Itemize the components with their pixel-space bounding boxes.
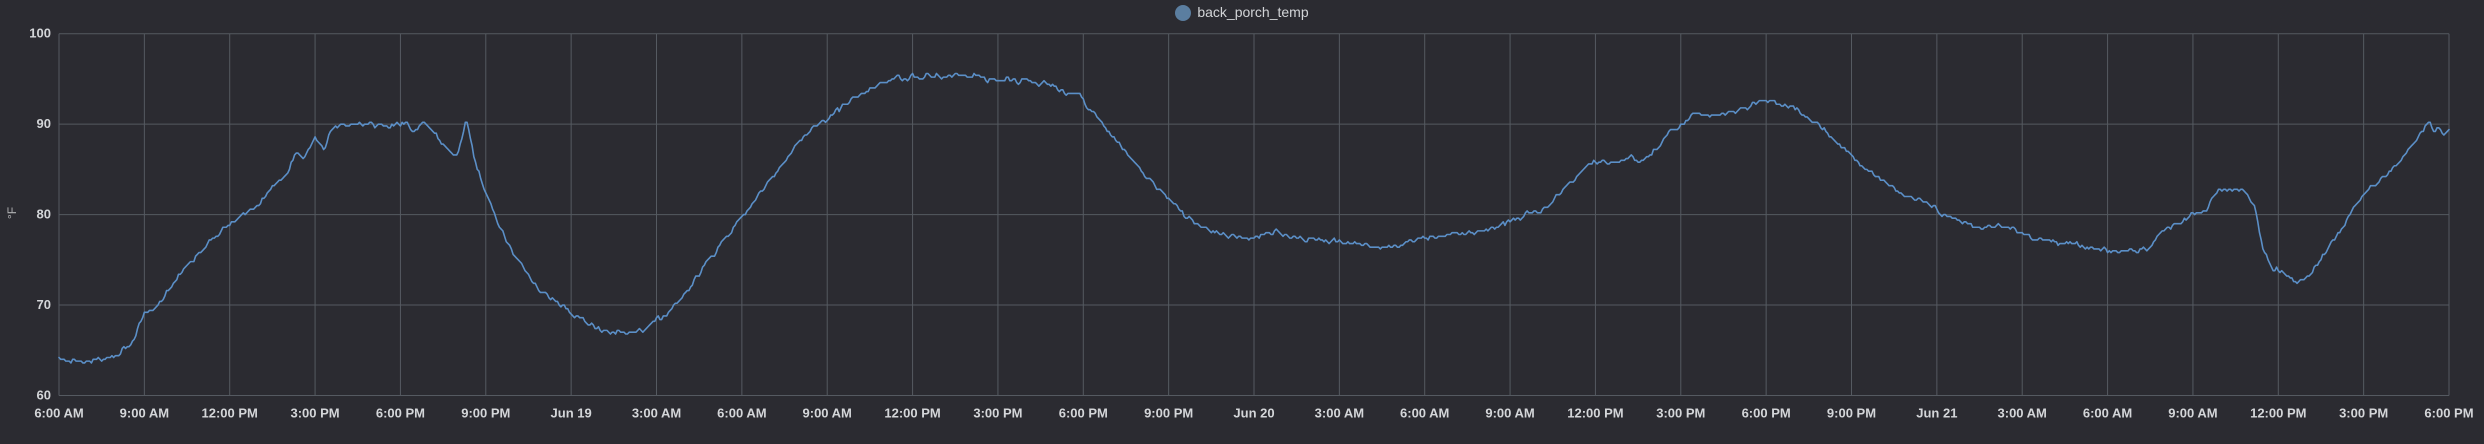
svg-text:90: 90 — [37, 116, 51, 131]
svg-text:9:00 AM: 9:00 AM — [2168, 406, 2217, 421]
svg-text:6:00 AM: 6:00 AM — [34, 406, 83, 421]
svg-text:6:00 PM: 6:00 PM — [1742, 406, 1791, 421]
svg-text:3:00 PM: 3:00 PM — [2339, 406, 2388, 421]
svg-text:Jun 20: Jun 20 — [1233, 406, 1274, 421]
svg-text:Jun 21: Jun 21 — [1916, 406, 1957, 421]
svg-text:12:00 PM: 12:00 PM — [884, 406, 940, 421]
svg-text:9:00 PM: 9:00 PM — [1144, 406, 1193, 421]
svg-text:Jun 19: Jun 19 — [551, 406, 592, 421]
svg-text:6:00 AM: 6:00 AM — [2083, 406, 2132, 421]
svg-text:9:00 PM: 9:00 PM — [1827, 406, 1876, 421]
svg-text:12:00 PM: 12:00 PM — [202, 406, 258, 421]
svg-text:80: 80 — [37, 207, 51, 222]
svg-text:3:00 AM: 3:00 AM — [1998, 406, 2047, 421]
svg-text:6:00 PM: 6:00 PM — [2424, 406, 2473, 421]
svg-text:12:00 PM: 12:00 PM — [1567, 406, 1623, 421]
svg-text:9:00 PM: 9:00 PM — [461, 406, 510, 421]
svg-text:6:00 PM: 6:00 PM — [376, 406, 425, 421]
svg-text:9:00 AM: 9:00 AM — [120, 406, 169, 421]
svg-text:6:00 PM: 6:00 PM — [1059, 406, 1108, 421]
svg-text:3:00 PM: 3:00 PM — [290, 406, 339, 421]
svg-text:6:00 AM: 6:00 AM — [717, 406, 766, 421]
svg-text:3:00 AM: 3:00 AM — [632, 406, 681, 421]
svg-text:70: 70 — [37, 297, 51, 312]
svg-text:9:00 AM: 9:00 AM — [803, 406, 852, 421]
svg-text:3:00 AM: 3:00 AM — [1315, 406, 1364, 421]
svg-text:12:00 PM: 12:00 PM — [2250, 406, 2306, 421]
svg-text:60: 60 — [37, 388, 51, 403]
svg-text:9:00 AM: 9:00 AM — [1485, 406, 1534, 421]
svg-text:3:00 PM: 3:00 PM — [973, 406, 1022, 421]
svg-text:100: 100 — [29, 26, 51, 41]
svg-text:3:00 PM: 3:00 PM — [1656, 406, 1705, 421]
svg-text:6:00 AM: 6:00 AM — [1400, 406, 1449, 421]
